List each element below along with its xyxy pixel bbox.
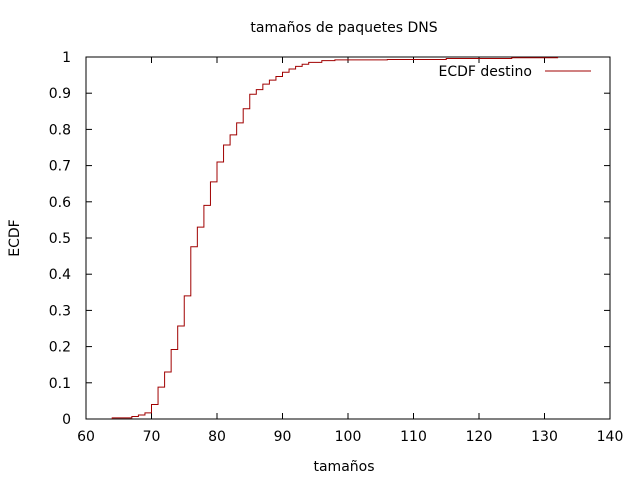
y-tick-label: 0.4 (49, 267, 71, 283)
x-tick-label: 70 (143, 429, 161, 445)
x-tick-label: 120 (466, 429, 493, 445)
x-tick-label: 130 (531, 429, 558, 445)
x-tick-label: 100 (335, 429, 362, 445)
x-tick-label: 80 (208, 429, 226, 445)
y-tick-label: 0.7 (49, 159, 71, 175)
chart-title: tamaños de paquetes DNS (250, 20, 437, 36)
y-axis-label: ECDF (7, 219, 23, 256)
x-tick-label: 140 (597, 429, 624, 445)
y-tick-label: 1 (62, 50, 71, 66)
x-axis-label: tamaños (313, 459, 374, 475)
y-tick-label: 0.6 (49, 195, 71, 211)
y-tick-label: 0.1 (49, 376, 71, 392)
y-tick-label: 0.9 (49, 86, 71, 102)
y-tick-label: 0.3 (49, 303, 71, 319)
x-tick-label: 60 (77, 429, 95, 445)
legend-label: ECDF destino (438, 64, 532, 80)
y-tick-label: 0.2 (49, 340, 71, 356)
ecdf-step-line (111, 57, 559, 419)
x-axis: 60 70 80 90 100 110 120 130 140 (77, 57, 623, 445)
y-tick-label: 0.5 (49, 231, 71, 247)
series-group (111, 57, 559, 419)
y-axis: 0 0.1 0.2 0.3 0.4 0.5 0.6 0.7 0.8 0.9 1 (49, 50, 610, 428)
legend: ECDF destino (438, 64, 591, 80)
y-tick-label: 0.8 (49, 122, 71, 138)
x-tick-label: 90 (274, 429, 292, 445)
plot-frame (85, 56, 611, 420)
x-tick-label: 110 (400, 429, 427, 445)
y-tick-label: 0 (62, 412, 71, 428)
